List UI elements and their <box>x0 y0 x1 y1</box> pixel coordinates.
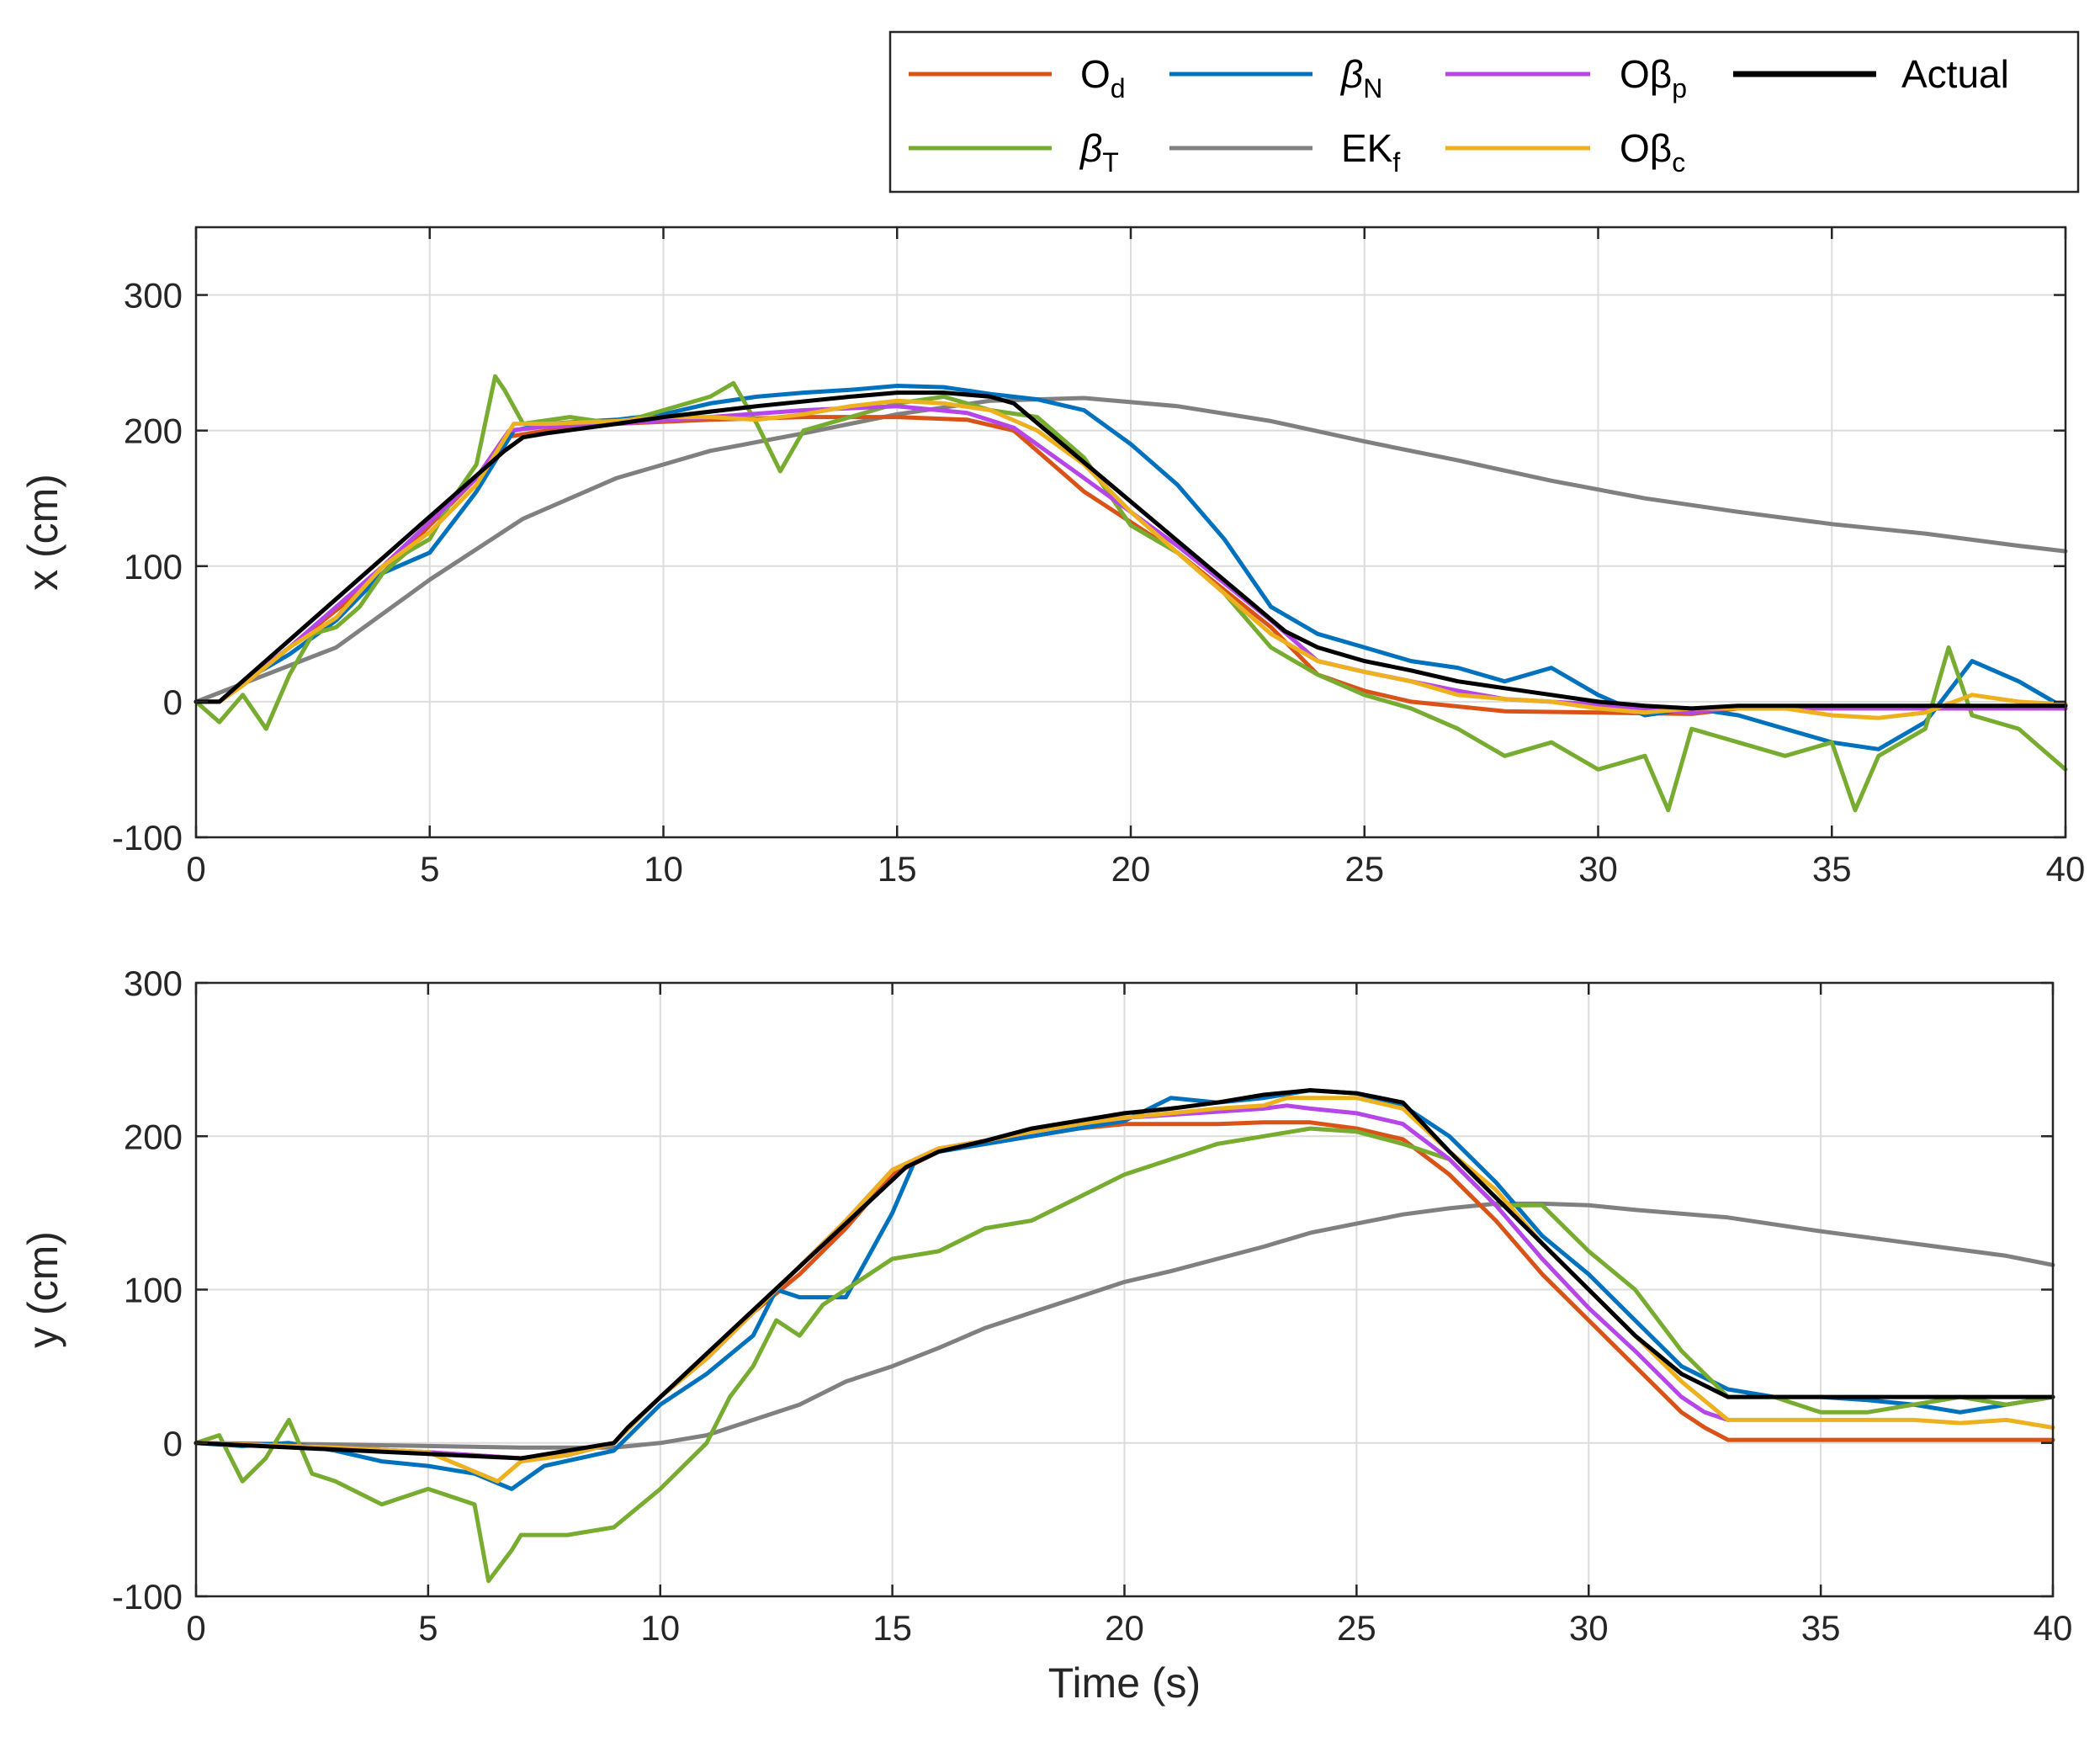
ytick-label: -100 <box>112 818 183 857</box>
xtick-label: 25 <box>1344 849 1384 889</box>
legend-label-ekf: EKf <box>1341 126 1400 178</box>
series-line-op <box>194 1103 1731 1461</box>
legend-label-obc: Oβc <box>1620 126 1685 178</box>
xtick-label: 5 <box>418 1608 438 1648</box>
xtick-label: 40 <box>2046 849 2086 889</box>
legend-label-actual: Actual <box>1901 52 2009 96</box>
ytick-label: 200 <box>124 1117 183 1156</box>
series-line-n <box>194 384 2068 751</box>
xtick-label: 25 <box>1337 1608 1376 1648</box>
ytick-label: 300 <box>124 964 183 1003</box>
xtick-label: 30 <box>1578 849 1618 889</box>
series-line-t <box>194 1126 2055 1584</box>
series-line-actual <box>194 390 2068 711</box>
xtick-label: 30 <box>1569 1608 1609 1648</box>
xtick-label: 40 <box>2034 1608 2073 1648</box>
xtick-label: 10 <box>640 1608 680 1648</box>
series-line-t <box>194 374 2068 813</box>
xtick-label: 15 <box>878 849 917 889</box>
series-line-ekf <box>194 1201 2055 1450</box>
legend-label-bn: βN <box>1339 52 1382 104</box>
ytick-label: 100 <box>124 547 183 587</box>
series-line-oc <box>194 398 2068 720</box>
ytick-label: -100 <box>112 1577 183 1617</box>
series-line-n <box>194 1088 2055 1491</box>
bottom-series <box>194 1088 2055 1584</box>
ytick-label: 0 <box>163 682 183 722</box>
xtick-label: 0 <box>186 849 205 889</box>
bottom-ylabel: y (cm) <box>19 1231 66 1348</box>
xtick-label: 35 <box>1801 1608 1841 1648</box>
top-grid <box>195 227 2066 838</box>
legend-box <box>888 30 2080 194</box>
series-line-actual <box>194 1088 2055 1461</box>
ytick-label: 100 <box>124 1271 183 1310</box>
xtick-label: 35 <box>1812 849 1852 889</box>
legend-label-od: Od <box>1080 52 1126 104</box>
legend-label-obp: Oβp <box>1620 52 1687 104</box>
series-line-ekf <box>194 396 2068 704</box>
xtick-label: 10 <box>644 849 683 889</box>
bottom-xlabel: Time (s) <box>1048 1659 1201 1707</box>
ytick-label: 300 <box>124 276 183 316</box>
xtick-label: 20 <box>1111 849 1151 889</box>
ytick-label: 200 <box>124 411 183 451</box>
xtick-label: 0 <box>186 1608 205 1648</box>
legend: Od βN Oβp Actual βT EKf Oβc <box>888 30 2080 194</box>
ytick-label: 0 <box>163 1424 183 1463</box>
top-ylabel: x (cm) <box>19 474 66 591</box>
xtick-label: 20 <box>1105 1608 1144 1648</box>
xtick-label: 5 <box>420 849 439 889</box>
xtick-label: 15 <box>872 1608 912 1648</box>
legend-label-bt: βT <box>1079 126 1119 178</box>
top-series <box>194 374 2068 813</box>
